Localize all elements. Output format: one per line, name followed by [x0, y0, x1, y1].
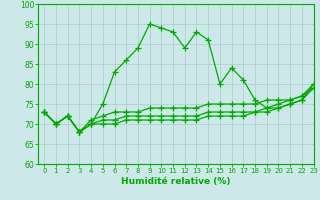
X-axis label: Humidité relative (%): Humidité relative (%) [121, 177, 231, 186]
